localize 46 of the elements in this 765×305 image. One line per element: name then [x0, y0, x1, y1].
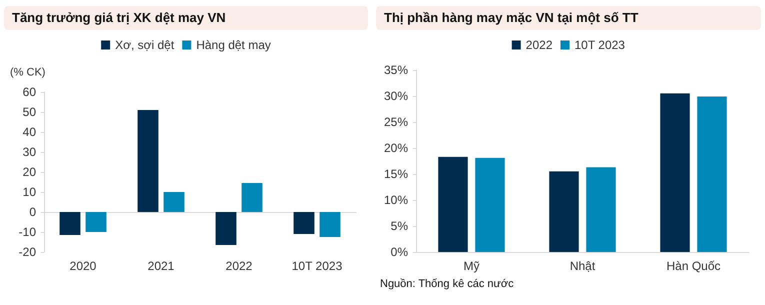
y-tick-label: 0% [390, 245, 408, 259]
y-tick-label: 30 [22, 145, 36, 159]
bar [697, 96, 727, 252]
bar [586, 167, 616, 252]
y-tick-label: 35% [384, 63, 408, 77]
y-tick-label: -10 [18, 225, 36, 239]
y-tick-label: 60 [22, 85, 36, 99]
y-tick-label: 10% [384, 193, 408, 207]
bar [60, 212, 80, 235]
legend-label: Hàng dệt may [196, 38, 271, 52]
chart-title: Tăng trưởng giá trị XK dệt may VN [4, 6, 368, 30]
bar [549, 171, 579, 252]
y-tick-label: 40 [22, 125, 36, 139]
y-axis-title: (% CK) [10, 66, 46, 78]
x-tick-label: Hàn Quốc [666, 259, 721, 273]
y-tick-label: 10 [22, 185, 36, 199]
bar [242, 183, 262, 212]
y-tick-label: 20% [384, 141, 408, 155]
bar [320, 212, 340, 237]
bar [86, 212, 106, 232]
bar [164, 192, 184, 212]
y-tick-label: 5% [390, 219, 408, 233]
x-tick-label: 2021 [148, 259, 175, 273]
bar [660, 93, 690, 252]
legend-label: 10T 2023 [574, 38, 626, 52]
y-tick-label: 0 [29, 205, 36, 219]
x-tick-label: Mỹ [464, 259, 480, 273]
bar [438, 156, 468, 252]
y-tick-label: -20 [18, 245, 36, 259]
y-tick-label: 15% [384, 167, 408, 181]
bar [138, 110, 158, 212]
bar [475, 158, 505, 252]
chart-title: Thị phần hàng may mặc VN tại một số TT [376, 6, 761, 30]
y-tick-label: 50 [22, 105, 36, 119]
legend-label: 2022 [526, 38, 553, 52]
y-tick-label: 25% [384, 115, 408, 129]
bar [216, 212, 236, 245]
bar [294, 212, 314, 234]
x-tick-label: Nhật [570, 259, 596, 273]
x-tick-label: 2022 [226, 259, 253, 273]
x-tick-label: 2020 [70, 259, 97, 273]
legend-label: Xơ, sợi dệt [115, 38, 175, 52]
y-tick-label: 30% [384, 89, 408, 103]
y-tick-label: 20 [22, 165, 36, 179]
x-tick-label: 10T 2023 [292, 259, 343, 273]
text: Nguồn: Thống kê các nước [379, 278, 515, 290]
